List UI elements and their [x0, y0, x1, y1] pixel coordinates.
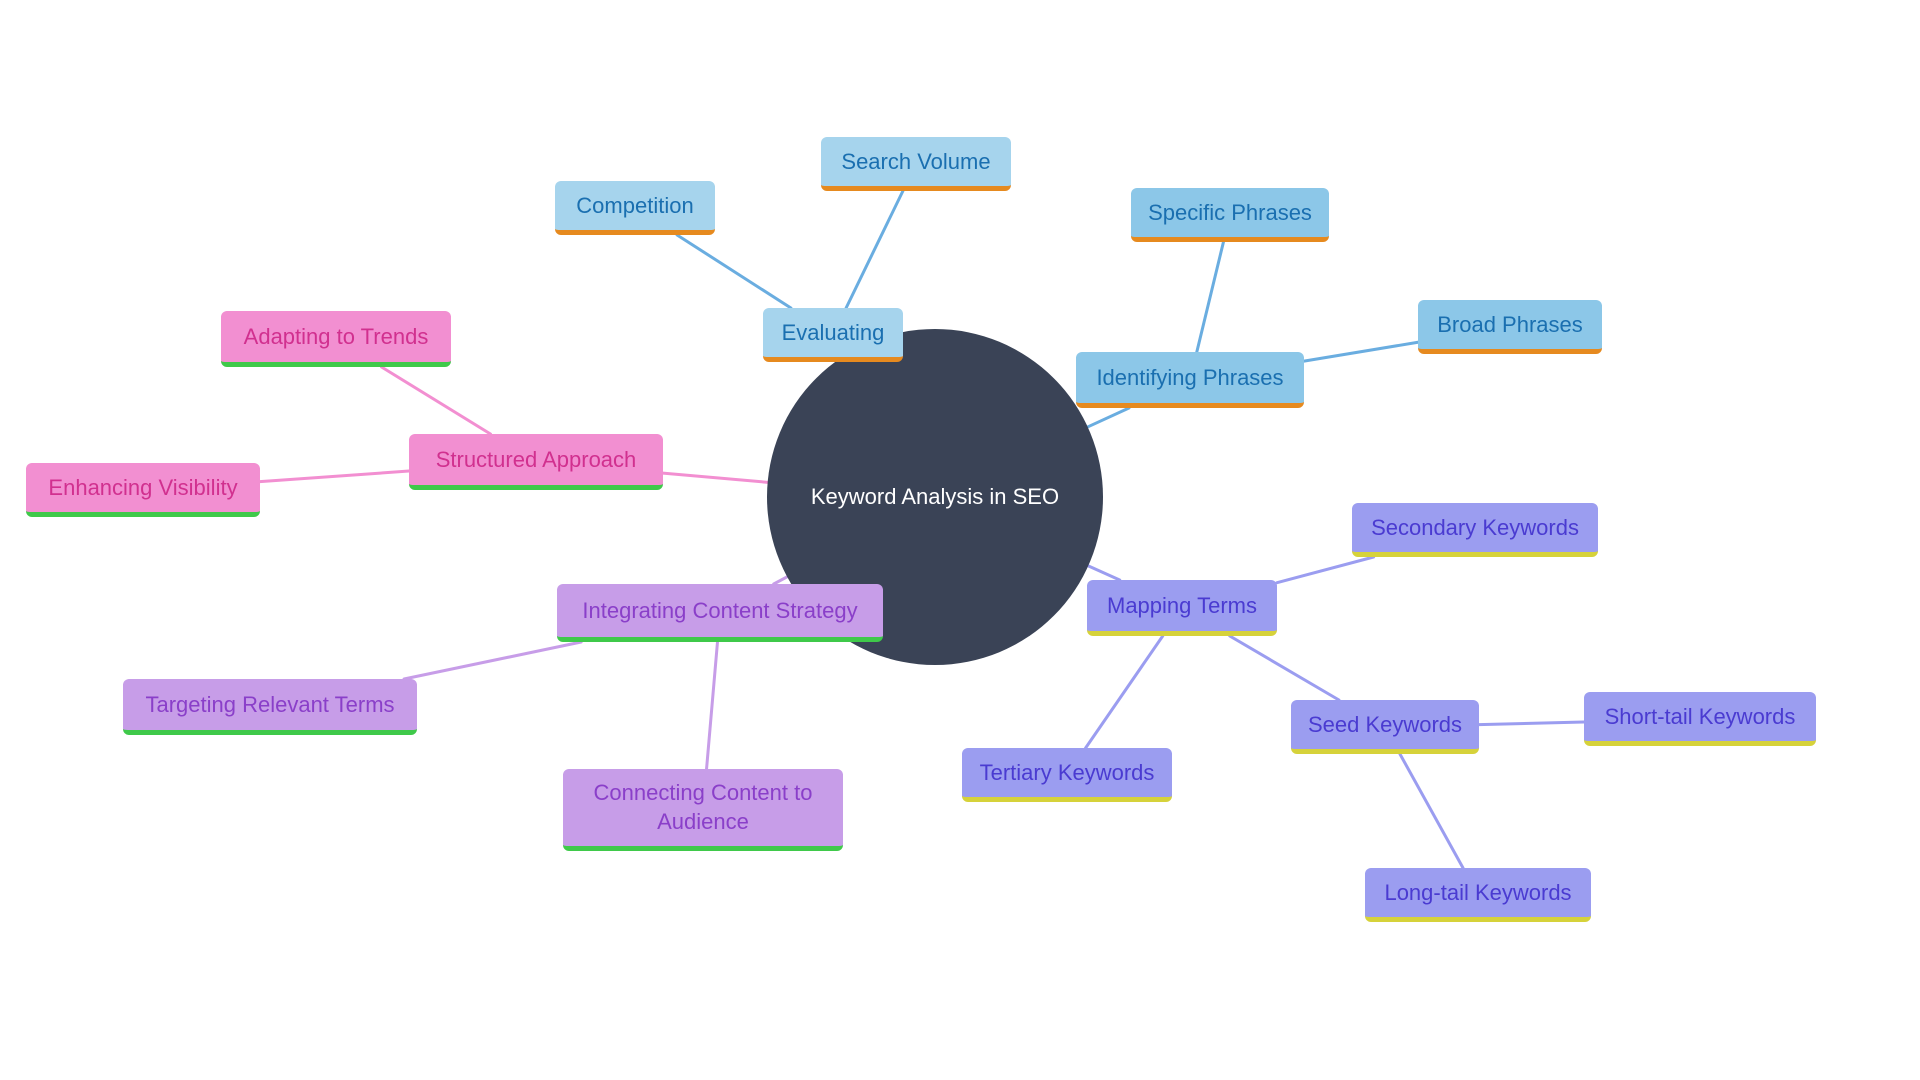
node-structured: Structured Approach [409, 434, 663, 490]
node-mapping: Mapping Terms [1087, 580, 1277, 636]
mindmap-canvas: Keyword Analysis in SEO Identifying Phras… [0, 0, 1920, 1080]
node-label: Long-tail Keywords [1384, 880, 1571, 906]
node-label: Adapting to Trends [244, 324, 429, 350]
node-label: Mapping Terms [1107, 593, 1257, 619]
node-tertiary: Tertiary Keywords [962, 748, 1172, 802]
node-integrating: Integrating Content Strategy [557, 584, 883, 642]
edge-structured-enhancing [260, 471, 409, 482]
edge-mapping-tertiary [1086, 636, 1163, 748]
center-label: Keyword Analysis in SEO [811, 484, 1059, 510]
node-label: Broad Phrases [1437, 312, 1583, 338]
node-label: Connecting Content to Audience [583, 779, 823, 836]
node-searchvol: Search Volume [821, 137, 1011, 191]
node-label: Enhancing Visibility [48, 475, 237, 501]
node-seed: Seed Keywords [1291, 700, 1479, 754]
edge-mapping-seed [1230, 636, 1339, 700]
edge-seed-longtail [1400, 754, 1463, 868]
edge-evaluating-searchvol [846, 191, 903, 308]
node-label: Tertiary Keywords [980, 760, 1155, 786]
node-label: Secondary Keywords [1371, 515, 1579, 541]
edge-evaluating-competition [677, 235, 791, 308]
node-broad: Broad Phrases [1418, 300, 1602, 354]
edge-integrating-targeting [404, 642, 581, 679]
node-connecting: Connecting Content to Audience [563, 769, 843, 851]
node-label: Search Volume [841, 149, 990, 175]
node-evaluating: Evaluating [763, 308, 903, 362]
edge-center-integrating [774, 577, 787, 584]
node-label: Specific Phrases [1148, 200, 1312, 226]
node-specific: Specific Phrases [1131, 188, 1329, 242]
node-competition: Competition [555, 181, 715, 235]
node-longtail: Long-tail Keywords [1365, 868, 1591, 922]
node-label: Evaluating [782, 320, 885, 346]
edge-center-identifying [1088, 408, 1129, 427]
edge-seed-shorttail [1479, 722, 1584, 725]
node-identifying: Identifying Phrases [1076, 352, 1304, 408]
edge-center-mapping [1088, 566, 1119, 580]
node-label: Competition [576, 193, 693, 219]
edge-identifying-specific [1197, 242, 1224, 352]
node-label: Short-tail Keywords [1605, 704, 1796, 730]
node-label: Identifying Phrases [1096, 365, 1283, 391]
edge-identifying-broad [1304, 342, 1418, 361]
node-targeting: Targeting Relevant Terms [123, 679, 417, 735]
node-shorttail: Short-tail Keywords [1584, 692, 1816, 746]
node-label: Integrating Content Strategy [582, 598, 857, 624]
node-secondary: Secondary Keywords [1352, 503, 1598, 557]
edge-integrating-connecting [707, 642, 718, 769]
node-label: Targeting Relevant Terms [145, 692, 394, 718]
edge-structured-adapting [382, 367, 491, 434]
node-label: Seed Keywords [1308, 712, 1462, 738]
node-label: Structured Approach [436, 447, 637, 473]
node-enhancing: Enhancing Visibility [26, 463, 260, 517]
edge-mapping-secondary [1277, 557, 1374, 583]
node-adapting: Adapting to Trends [221, 311, 451, 367]
edge-center-structured [663, 473, 768, 482]
